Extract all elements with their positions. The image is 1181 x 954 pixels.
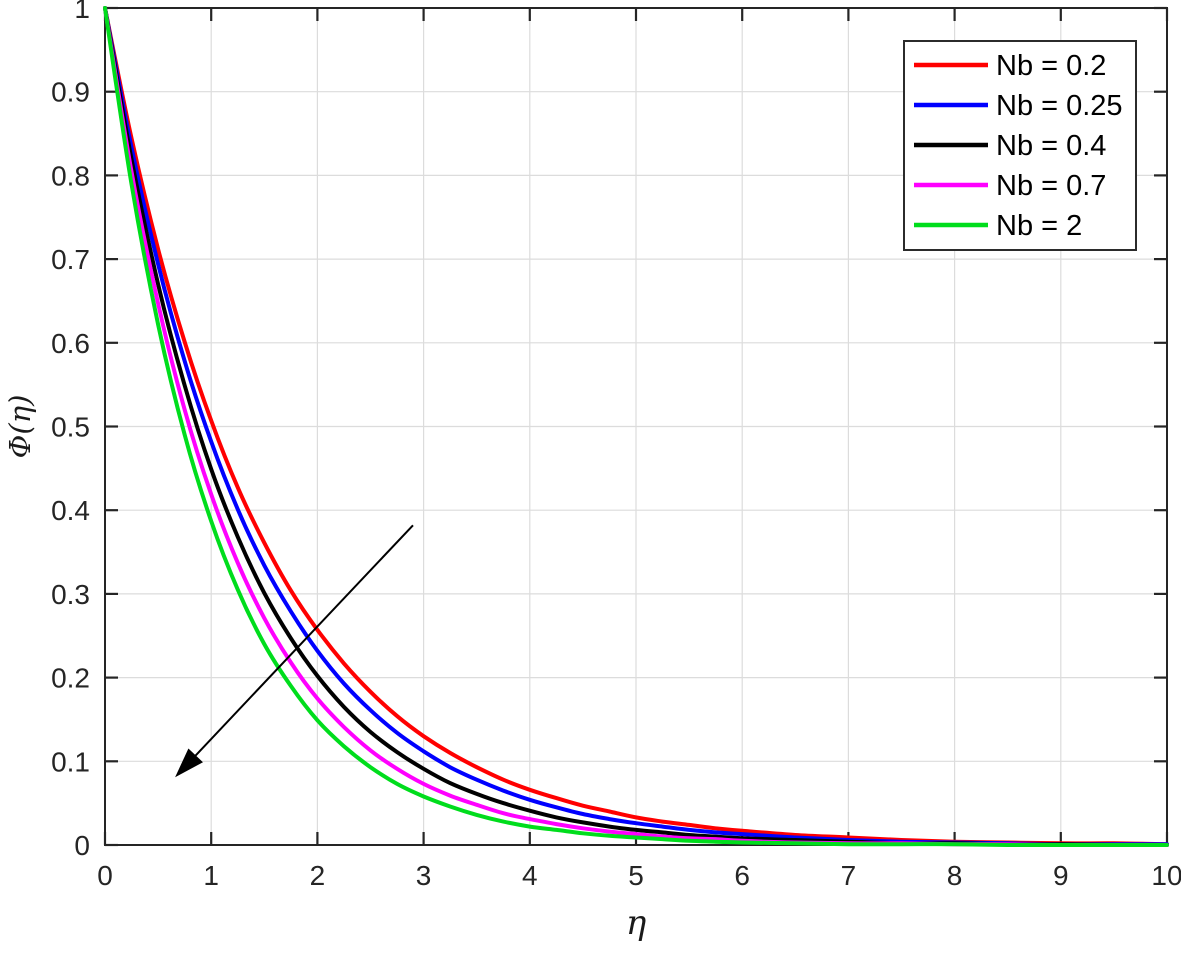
y-tick-label: 0.2 xyxy=(51,663,90,694)
y-tick-label: 1 xyxy=(74,0,90,24)
x-tick-label: 4 xyxy=(522,860,538,891)
x-tick-label: 7 xyxy=(841,860,857,891)
arrow-shaft xyxy=(190,524,414,761)
x-axis-label: η xyxy=(626,903,647,943)
legend-entry-label: Nb = 0.7 xyxy=(996,170,1106,202)
y-tick-label: 0 xyxy=(74,830,90,861)
legend-entry-label: Nb = 2 xyxy=(996,210,1082,242)
legend-entry-label: Nb = 0.4 xyxy=(996,130,1106,162)
arrow-head xyxy=(175,748,203,778)
legend-entry-label: Nb = 0.2 xyxy=(996,50,1106,82)
y-tick-label: 0.5 xyxy=(51,412,90,443)
y-tick-label: 0.6 xyxy=(51,328,90,359)
tick-labels: 0 1 2 3 4 5 6 7 8 9 10 0 0.1 0.2 0.3 0.4 0.5 0.6 0.7 0.8 0.9… xyxy=(51,0,1181,891)
legend: Nb = 0.2 Nb = 0.25 Nb = 0.4 Nb = 0.7 Nb = 2 xyxy=(903,40,1137,251)
x-tick-label: 8 xyxy=(947,860,963,891)
data-curves xyxy=(103,6,1169,848)
x-tick-label: 1 xyxy=(203,860,219,891)
x-tick-label: 2 xyxy=(310,860,326,891)
x-tick-label: 0 xyxy=(97,860,113,891)
curve-nb=2 xyxy=(103,6,1169,848)
x-tick-label: 6 xyxy=(734,860,750,891)
x-tick-label: 5 xyxy=(628,860,644,891)
y-tick-label: 0.7 xyxy=(51,244,90,275)
y-tick-label: 0.3 xyxy=(51,579,90,610)
y-tick-label: 0.4 xyxy=(51,495,90,526)
arrow-annotation xyxy=(175,524,414,778)
x-tick-label: 10 xyxy=(1151,860,1181,891)
curve-nb=0.2 xyxy=(103,6,1169,847)
y-tick-label: 0.8 xyxy=(51,160,90,191)
legend-entry-label: Nb = 0.25 xyxy=(996,90,1123,122)
x-tick-label: 9 xyxy=(1053,860,1069,891)
y-tick-label: 0.1 xyxy=(51,746,90,777)
x-tick-label: 3 xyxy=(416,860,432,891)
y-axis-label: Φ(η) xyxy=(3,395,37,459)
y-tick-label: 0.9 xyxy=(51,77,90,108)
